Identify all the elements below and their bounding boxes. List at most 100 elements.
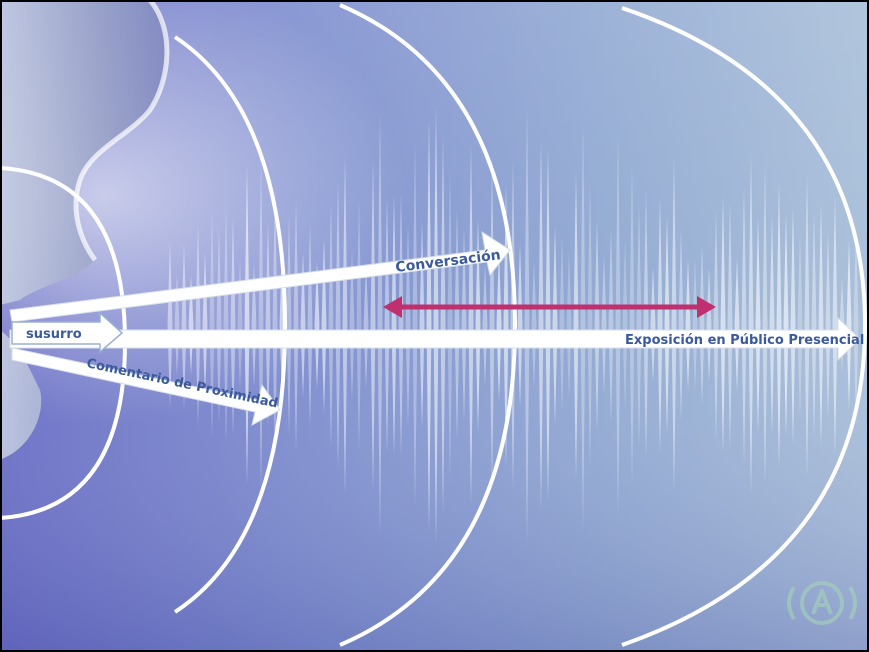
presentation-arrow [9,316,861,362]
wave-spike [825,230,831,420]
wave-spike [846,239,852,411]
wave-spike [328,200,334,450]
wave-spike [314,260,320,390]
wave-spike [545,147,551,503]
proximity-arrow [11,347,281,426]
wave-spike [181,241,187,409]
face-rim-light [73,0,170,262]
broadcast-a-logo-icon [787,581,857,625]
wave-spike [734,257,740,393]
wave-spike [601,255,607,395]
wave-spike [475,217,481,433]
distance-arc-3 [339,3,518,647]
wave-spike [216,225,222,425]
distance-arc-2 [173,35,288,614]
wave-spike [573,170,579,480]
wave-spike [671,157,677,493]
wave-spike [741,185,747,465]
wave-spike [524,103,530,547]
wave-spike [223,204,229,446]
wave-spike [629,163,635,487]
wave-spike [426,117,432,533]
range-double-arrow [383,296,716,318]
whisper-label: susurro [26,327,82,342]
wave-spike [405,222,411,428]
wave-spike [776,181,782,469]
wave-spike [720,196,726,454]
wave-spike [370,158,376,492]
wave-spike [727,199,733,451]
wave-spike [685,259,691,391]
wave-spike [391,194,397,456]
wave-spike [433,104,439,546]
wave-spike [293,198,299,452]
wave-spike [762,163,768,487]
whisper-arrow [11,311,124,354]
wave-spike [482,263,488,387]
wave-spike [363,261,369,389]
wave-spike [622,239,628,411]
wave-spike [552,224,558,426]
wave-spike [755,216,761,434]
wave-spike [531,260,537,390]
wave-spike [496,248,502,402]
distance-arc-4 [621,6,868,647]
wave-spike [664,215,670,435]
wave-spike [643,189,649,461]
wave-spike [832,194,838,456]
wave-spike [377,112,383,538]
wave-spike [783,213,789,437]
wave-spike [748,155,754,495]
wave-spike [650,267,656,383]
wave-spike [461,227,467,423]
wave-spike [636,201,642,449]
wave-spike [419,220,425,430]
wave-spike [615,132,621,518]
wave-spike [384,195,390,455]
conversation-arrow [9,230,511,323]
wave-spike [594,217,600,433]
wave-spike [447,168,453,482]
wave-spike [167,240,173,410]
wave-spike [587,179,593,471]
wave-spike [818,201,824,449]
wave-spike [566,251,572,399]
wave-spike [188,275,194,375]
wave-spike [804,171,810,479]
wave-spike [608,227,614,423]
wave-spike [559,235,565,415]
wave-spike [706,267,712,383]
wave-spike [265,222,271,428]
wave-spike [797,229,803,421]
wave-spike [853,224,859,426]
wave-spike [580,117,586,533]
wave-spike [769,214,775,436]
wave-spike [440,135,446,515]
wave-spike [398,191,404,459]
wave-spike [342,153,348,497]
presentation-label: Exposición en Público Presencial [625,333,864,348]
wave-spike [300,251,306,399]
wave-spike [251,262,257,388]
wave-spike [454,208,460,442]
wave-spike [209,210,215,440]
wave-spike [412,140,418,510]
wave-spike [335,179,341,471]
wave-spike [517,242,523,408]
wave-spike [657,196,663,454]
wave-spike [258,156,264,494]
wave-spike [356,198,362,452]
wave-spike [692,258,698,392]
wave-spike [538,138,544,512]
wave-spike [790,204,796,446]
wave-spike [811,209,817,441]
wave-spike [286,213,292,437]
wave-spike [713,209,719,441]
wave-spike [678,228,684,422]
wave-spike [699,244,705,406]
wave-spike [272,187,278,463]
wave-spike [230,214,236,436]
